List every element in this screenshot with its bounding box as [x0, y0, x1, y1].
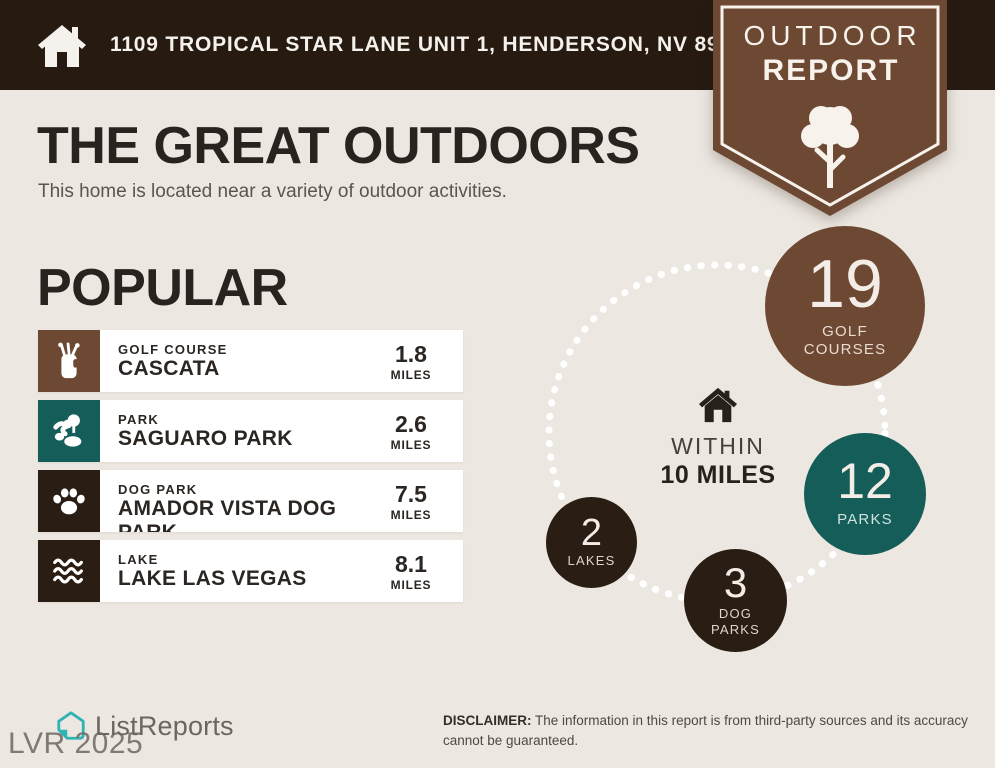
item-category: DOG PARK: [118, 482, 198, 497]
golf-icon: [38, 330, 100, 392]
popular-heading: POPULAR: [37, 259, 288, 317]
disclaimer: DISCLAIMER: The information in this repo…: [443, 711, 975, 750]
outdoor-report-badge: OUTDOOR REPORT: [713, 0, 947, 216]
park-icon: [38, 400, 100, 462]
item-category: GOLF COURSE: [118, 342, 228, 358]
listreports-logo-icon: [57, 711, 85, 740]
item-distance: 7.5 MILES: [390, 480, 432, 522]
item-category: LAKE: [118, 552, 159, 568]
home-icon: [38, 25, 86, 67]
property-address: 1109 TROPICAL STAR LANE UNIT 1, HENDERSO…: [110, 33, 757, 56]
bubble-lakes: 2 LAKES: [546, 497, 637, 588]
disclaimer-text: The information in this report is from t…: [443, 713, 968, 748]
within-label: WITHIN: [671, 433, 765, 459]
listreports-logo: ListReports: [55, 710, 234, 742]
page-subtitle: This home is located near a variety of o…: [38, 181, 507, 202]
disclaimer-label: DISCLAIMER:: [443, 713, 532, 728]
bubble-golf-courses: 19 GOLF COURSES: [765, 226, 925, 386]
item-name: CASCATA: [118, 357, 220, 381]
item-name: SAGUARO PARK: [118, 427, 293, 451]
badge-title: OUTDOOR REPORT: [713, 20, 947, 88]
popular-list: GOLF COURSE CASCATA 1.8 MILES: [38, 330, 463, 610]
item-distance: 8.1 MILES: [390, 550, 432, 592]
bubble-parks: 12 PARKS: [804, 433, 926, 555]
list-item-park: PARK SAGUARO PARK 2.6 MILES: [38, 400, 463, 462]
list-item-dog-park: DOG PARK AMADOR VISTA DOG PARK 7.5 MILES: [38, 470, 463, 532]
page-title: THE GREAT OUTDOORS: [37, 117, 640, 175]
home-icon-center: [699, 387, 737, 423]
item-name: AMADOR VISTA DOG PARK: [118, 497, 337, 532]
badge-line1: OUTDOOR: [743, 20, 922, 51]
bubble-dog-parks: 3 DOG PARKS: [684, 549, 787, 652]
item-distance: 2.6 MILES: [390, 410, 432, 452]
radius-label: 10 MILES: [660, 461, 776, 489]
badge-shape: [713, 0, 947, 216]
dotted-radius-ring: [545, 261, 889, 605]
list-item-golf-course: GOLF COURSE CASCATA 1.8 MILES: [38, 330, 463, 392]
brand-name: ListReports: [95, 710, 234, 741]
paw-icon: [38, 470, 100, 532]
item-distance: 1.8 MILES: [390, 340, 432, 382]
tree-icon: [801, 106, 859, 188]
badge-line2: REPORT: [762, 54, 900, 87]
diagram-center: WITHIN 10 MILES: [648, 386, 788, 490]
item-name: LAKE LAS VEGAS: [118, 567, 307, 591]
item-category: PARK: [118, 412, 160, 428]
watermark: LVR 2025: [8, 727, 144, 760]
list-item-lake: LAKE LAKE LAS VEGAS 8.1 MILES: [38, 540, 463, 602]
waves-icon: [38, 540, 100, 602]
